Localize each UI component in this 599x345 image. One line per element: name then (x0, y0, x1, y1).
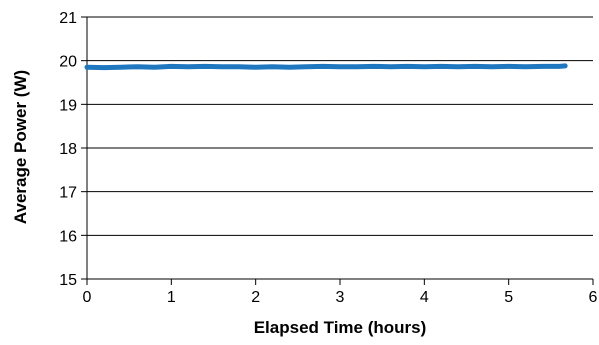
y-tick-label: 17 (59, 185, 77, 202)
data-point (439, 64, 444, 69)
y-tick-label: 16 (59, 228, 77, 245)
data-point (84, 65, 90, 70)
data-point (540, 64, 545, 69)
gridlines (87, 16, 593, 236)
x-tick-label: 0 (83, 289, 92, 306)
x-tick-label: 4 (420, 289, 429, 306)
data-point (236, 64, 241, 69)
data-point (489, 64, 494, 69)
data-point (455, 64, 461, 69)
x-axis-title: Elapsed Time (hours) (254, 318, 427, 337)
data-point (202, 64, 208, 69)
data-point (472, 64, 478, 69)
data-point (304, 64, 309, 69)
series-line (84, 63, 568, 71)
data-point (557, 64, 562, 69)
data-point (405, 64, 410, 69)
data-point (506, 64, 511, 69)
x-tick-label: 2 (251, 289, 260, 306)
data-point (287, 65, 292, 70)
y-tick-label: 18 (59, 141, 77, 158)
data-point (354, 64, 360, 69)
x-tick-label: 5 (504, 289, 513, 306)
data-point (186, 64, 191, 69)
y-tick-label: 20 (59, 54, 77, 71)
x-axis: 0 1 2 3 4 5 6 (83, 279, 598, 306)
data-point (422, 64, 427, 69)
x-tick-label: 1 (167, 289, 176, 306)
data-point (371, 64, 376, 69)
y-axis: 15 16 17 18 19 20 21 (59, 10, 87, 289)
data-point (320, 64, 326, 69)
data-point (523, 64, 528, 69)
data-point (152, 65, 157, 70)
y-tick-label: 21 (59, 10, 77, 27)
y-tick-label: 15 (59, 272, 77, 289)
x-tick-label: 3 (336, 289, 345, 306)
data-point (135, 64, 140, 69)
data-point (101, 65, 107, 70)
y-tick-label: 19 (59, 97, 77, 114)
data-point (219, 64, 225, 69)
data-point (270, 64, 275, 69)
x-tick-label: 6 (589, 289, 598, 306)
series-layer (84, 63, 568, 71)
data-point (337, 64, 343, 69)
y-axis-title: Average Power (W) (11, 70, 30, 224)
data-point (388, 64, 393, 69)
data-point (118, 65, 123, 70)
data-point (562, 63, 568, 69)
data-point (253, 65, 258, 70)
data-point (169, 64, 174, 69)
